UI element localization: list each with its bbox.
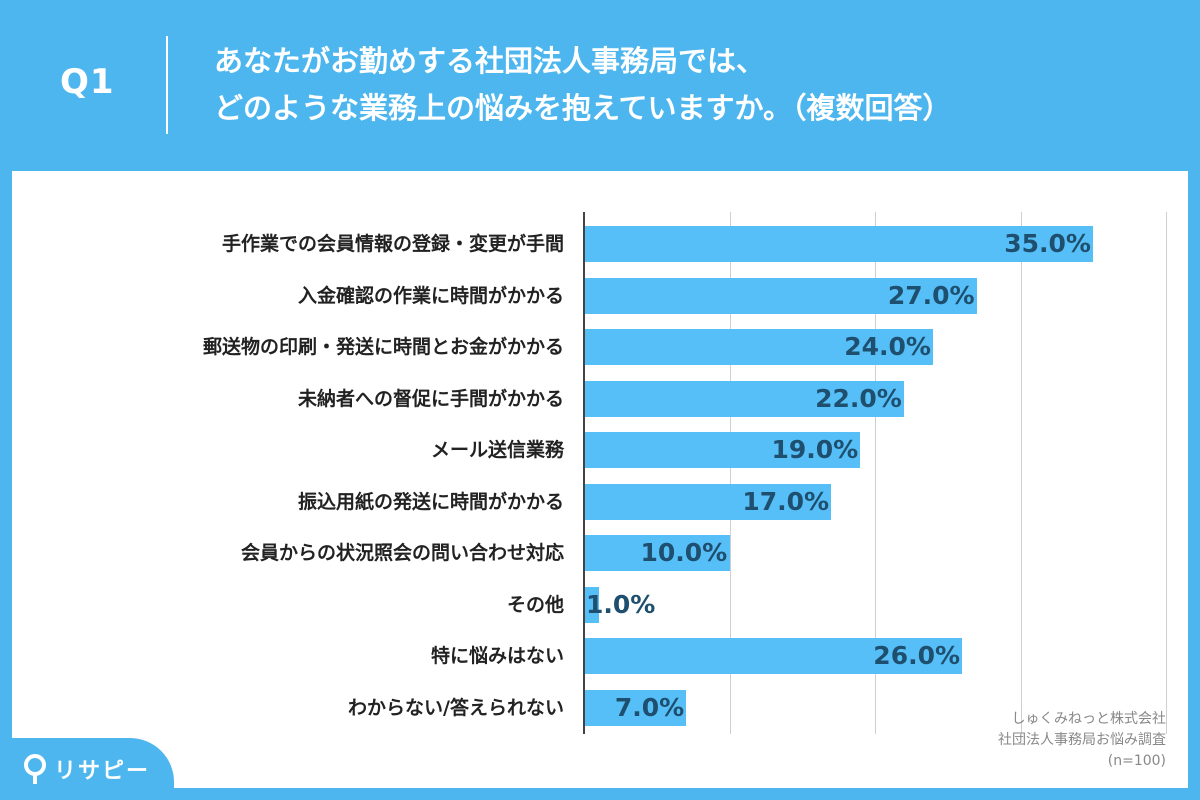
category-label: わからない/答えられない xyxy=(348,697,564,719)
category-label: 郵送物の印刷・発送に時間とお金がかかる xyxy=(202,336,564,358)
gridline xyxy=(730,212,731,734)
category-label: その他 xyxy=(506,594,564,616)
bar-value-label: 26.0% xyxy=(873,641,961,670)
bar-value-label: 1.0% xyxy=(586,590,656,619)
bar-value-label: 24.0% xyxy=(844,332,931,361)
logo-text: リサピー xyxy=(54,759,151,784)
bar xyxy=(584,432,861,468)
source-note: しゅくみねっと株式会社 社団法人事務局お悩み調査 (n=100) xyxy=(998,709,1166,772)
bar-value-label: 19.0% xyxy=(771,435,859,464)
bar-value-label: 10.0% xyxy=(640,538,728,567)
bar-value-label: 22.0% xyxy=(815,384,902,413)
question-line-1: あなたがお勤めする社団法人事務局では、 xyxy=(214,44,766,78)
question-line-2: どのような業務上の悩みを抱えていますか。（複数回答） xyxy=(214,91,952,125)
question-text: あなたがお勤めする社団法人事務局では、 どのような業務上の悩みを抱えていますか。… xyxy=(214,38,951,132)
map-pin-icon xyxy=(24,754,46,784)
bar xyxy=(584,535,730,571)
y-axis-line xyxy=(583,212,585,734)
bar-value-label: 7.0% xyxy=(614,693,685,722)
category-label: メール送信業務 xyxy=(430,439,564,461)
gridline xyxy=(1021,212,1022,734)
bar-value-label: 17.0% xyxy=(742,487,830,516)
source-line-1: しゅくみねっと株式会社 xyxy=(1011,711,1166,727)
bar xyxy=(584,278,977,314)
category-label: 入金確認の作業に時間がかかる xyxy=(297,285,564,307)
bar-value-label: 35.0% xyxy=(1004,229,1091,258)
category-label: 手作業での会員情報の登録・変更が手間 xyxy=(221,233,564,255)
source-line-3: (n=100) xyxy=(1107,753,1166,769)
category-label: 振込用紙の発送に時間がかかる xyxy=(297,491,564,513)
bar xyxy=(584,226,1094,262)
category-label: 未納者への督促に手間がかかる xyxy=(297,388,564,410)
brand-logo: リサピー xyxy=(22,752,150,786)
bar xyxy=(584,329,934,365)
category-label: 会員からの状況照会の問い合わせ対応 xyxy=(240,542,564,564)
question-number: Q1 xyxy=(60,62,115,102)
source-line-2: 社団法人事務局お悩み調査 xyxy=(998,732,1166,748)
bar-value-label: 27.0% xyxy=(887,281,975,310)
gridline xyxy=(1166,212,1167,734)
header: Q1 あなたがお勤めする社団法人事務局では、 どのような業務上の悩みを抱えていま… xyxy=(0,0,1200,170)
bar xyxy=(584,638,963,674)
bar xyxy=(584,484,832,520)
gridline xyxy=(875,212,876,734)
header-divider xyxy=(166,36,168,134)
chart-panel xyxy=(12,171,1188,788)
category-label: 特に悩みはない xyxy=(430,645,564,667)
bar xyxy=(584,587,599,623)
bar xyxy=(584,381,905,417)
bar xyxy=(584,690,686,726)
